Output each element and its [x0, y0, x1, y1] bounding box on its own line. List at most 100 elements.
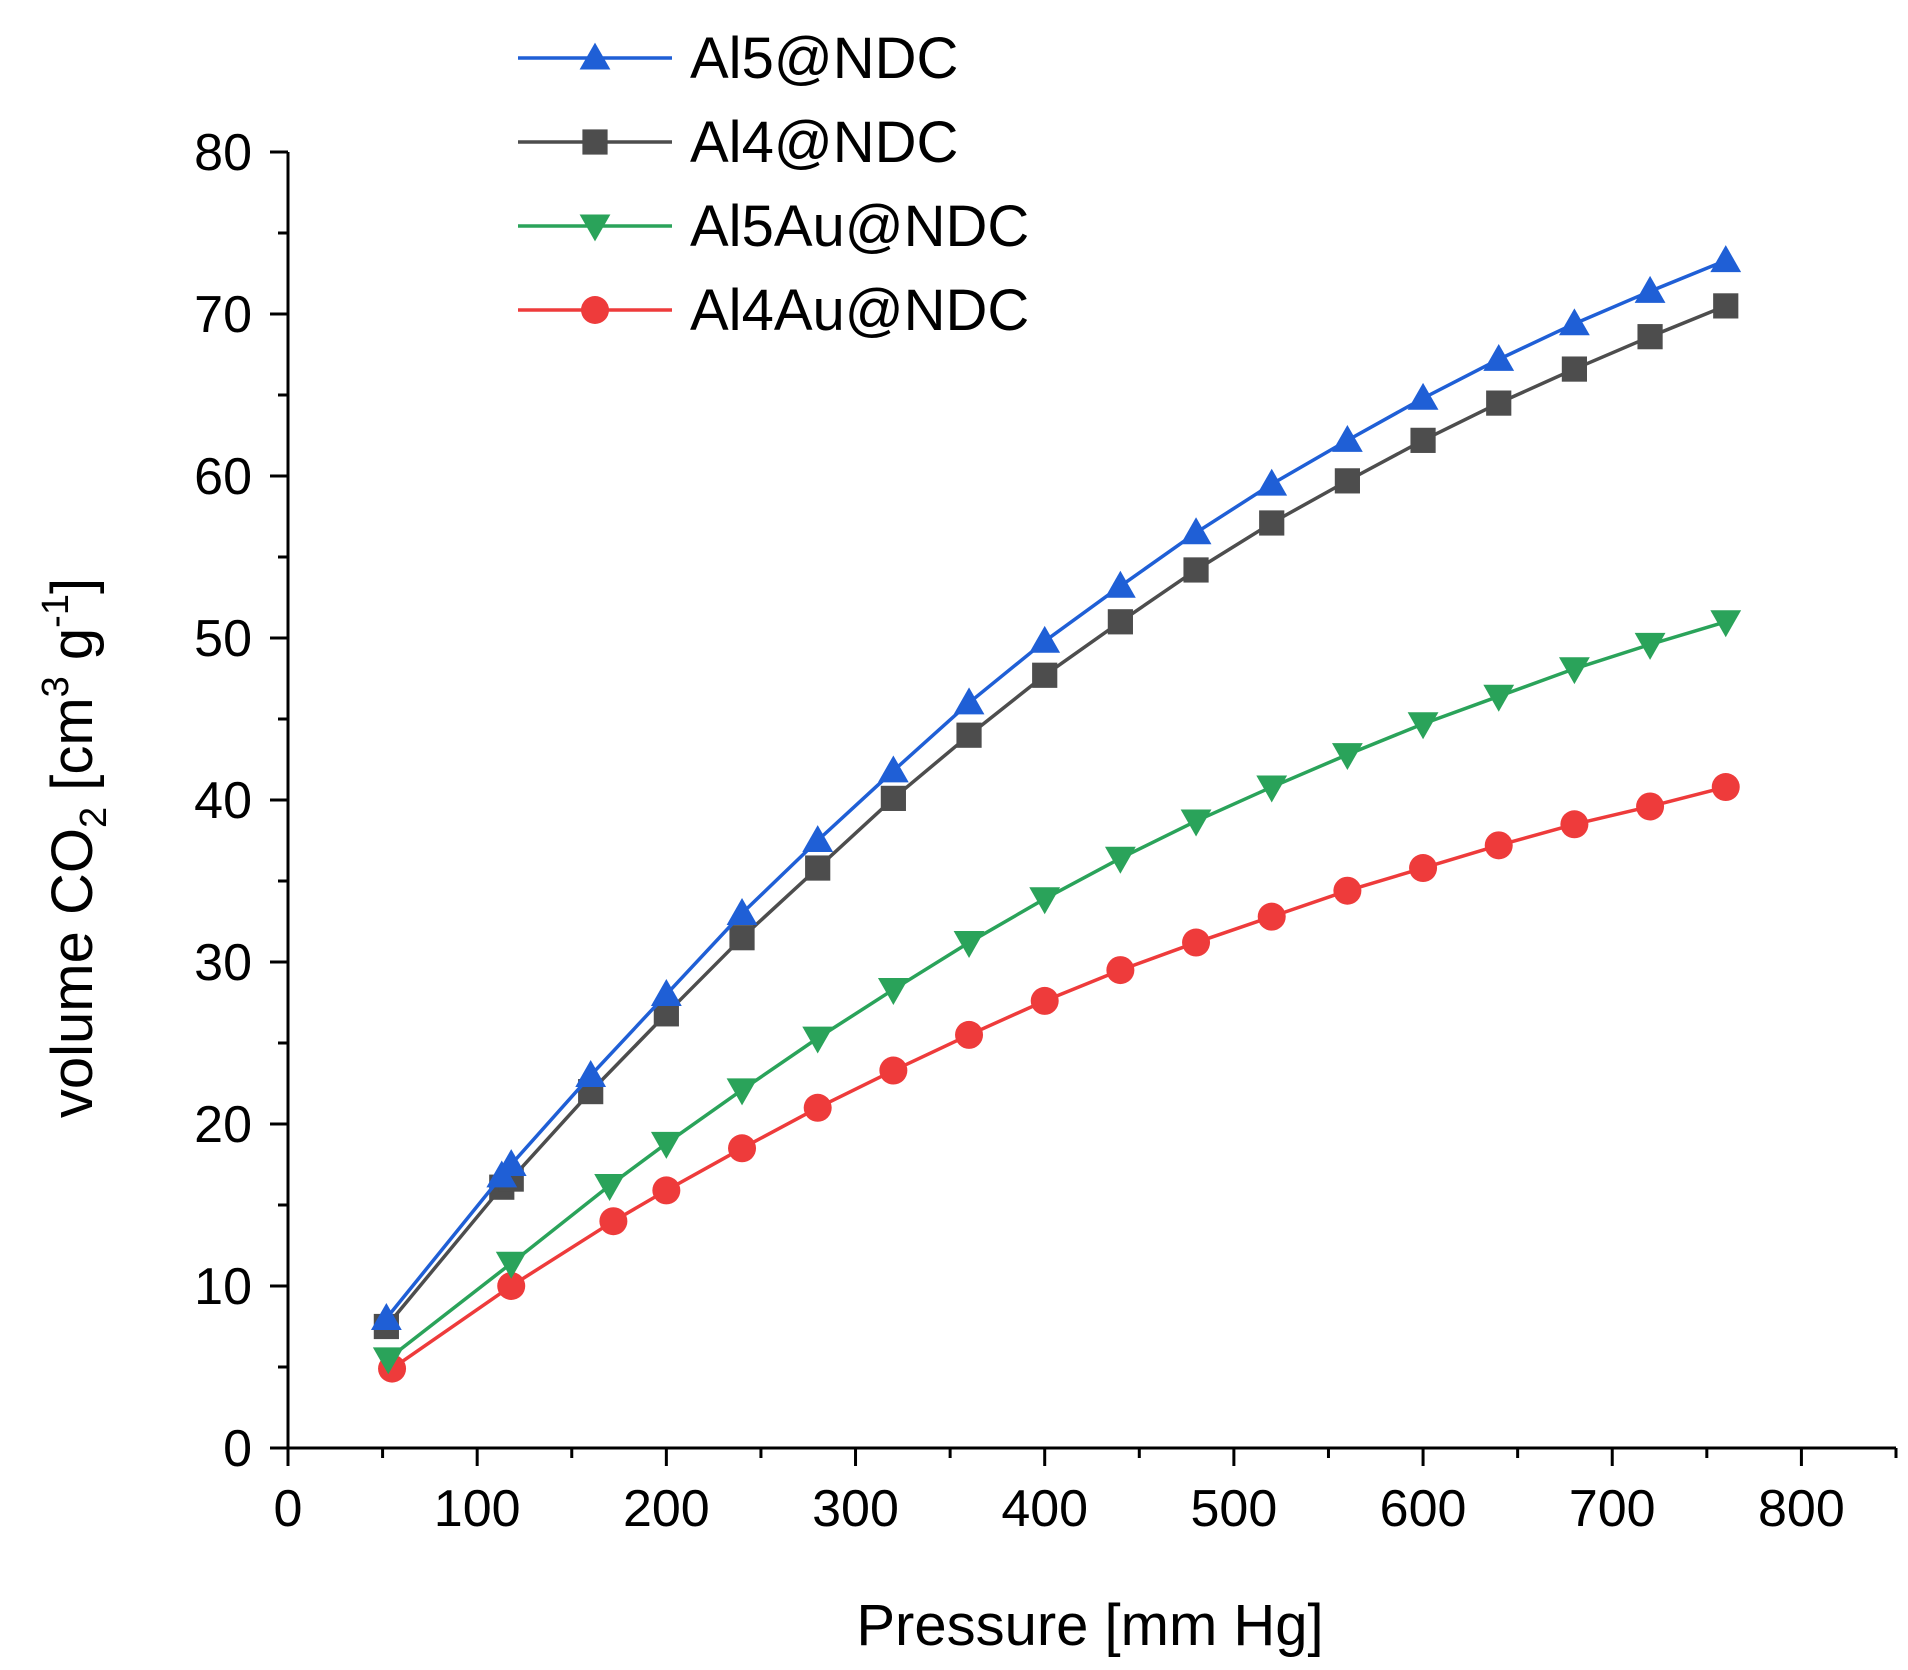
legend-entry: Al4@NDC — [518, 110, 958, 175]
data-point — [1636, 792, 1665, 821]
data-point — [1259, 510, 1285, 536]
data-point — [495, 1149, 527, 1177]
data-point — [1029, 625, 1061, 653]
y-tick-label: 40 — [194, 772, 252, 830]
data-point — [1483, 684, 1515, 712]
data-point — [1486, 390, 1512, 416]
y-tick-label: 50 — [194, 610, 252, 668]
axes: 0 100 200 300 400 500 600 700 800 0 10 20 30 40 50 60 70… — [194, 124, 1898, 1538]
data-point — [1559, 308, 1590, 336]
data-point — [1333, 876, 1362, 905]
data-point — [599, 1207, 628, 1236]
data-point — [1180, 809, 1212, 837]
data-point — [370, 1303, 402, 1330]
data-point — [650, 979, 682, 1006]
data-point — [1030, 986, 1059, 1015]
data-point — [1104, 570, 1136, 598]
legend-entry: Al4Au@NDC — [518, 278, 1029, 343]
legend-marker — [579, 42, 611, 70]
y-tick-label: 60 — [194, 448, 252, 506]
data-point — [1637, 324, 1663, 350]
data-point — [880, 785, 906, 811]
data-point — [728, 1134, 757, 1163]
series-line — [385, 304, 1727, 1328]
data-point — [955, 1020, 984, 1049]
data-point — [1484, 831, 1513, 860]
data-point — [729, 925, 755, 951]
legend: Al5@NDC Al4@NDC Al5Au@NDC Al4Au@NDC — [518, 26, 1029, 343]
data-point — [1559, 657, 1590, 685]
x-tick-label: 100 — [434, 1480, 521, 1538]
data-point — [1334, 468, 1360, 494]
data-point — [1106, 956, 1135, 985]
y-axis-label-mid2: g — [40, 628, 105, 676]
x-tick-label: 200 — [623, 1480, 710, 1538]
legend-entry: Al5@NDC — [518, 26, 958, 91]
data-point — [1711, 773, 1740, 802]
data-point — [802, 1026, 834, 1054]
series-3 — [372, 610, 1742, 1375]
data-point — [1710, 610, 1742, 638]
data-point — [495, 1251, 527, 1279]
x-tick-label: 400 — [1001, 1480, 1088, 1538]
y-axis-label-suffix: ] — [40, 578, 105, 594]
data-point — [1561, 356, 1587, 382]
data-point — [877, 977, 909, 1005]
y-axis-label-sub: 2 — [73, 807, 115, 828]
data-point — [726, 1078, 758, 1106]
y-axis-label-sup1: 3 — [35, 676, 77, 697]
data-point — [1180, 517, 1212, 545]
data-point — [1560, 810, 1589, 839]
series-line — [387, 620, 1727, 1361]
data-point — [726, 898, 758, 925]
y-axis-label: volume CO2 [cm3 g-1] — [35, 578, 115, 1118]
data-point — [1183, 557, 1209, 583]
data-point — [1634, 275, 1666, 303]
data-point — [1104, 846, 1136, 874]
data-point — [594, 1174, 625, 1201]
x-tick-label: 700 — [1569, 1480, 1656, 1538]
x-tick-label: 800 — [1758, 1480, 1845, 1538]
data-point — [1483, 343, 1515, 371]
data-point — [802, 825, 834, 853]
data-point — [879, 1056, 908, 1085]
series-1 — [370, 245, 1742, 1330]
data-point — [956, 722, 982, 748]
x-tick-label: 300 — [812, 1480, 899, 1538]
legend-entry: Al5Au@NDC — [518, 194, 1029, 259]
data-point — [1409, 854, 1438, 883]
data-point — [1256, 775, 1288, 803]
data-point — [1107, 609, 1133, 635]
data-point — [877, 755, 909, 783]
legend-label: Al4Au@NDC — [690, 278, 1029, 343]
data-point — [1029, 887, 1061, 915]
data-point — [1407, 382, 1439, 410]
data-point — [372, 1347, 404, 1375]
y-tick-label: 70 — [194, 286, 252, 344]
data-point — [497, 1272, 526, 1300]
data-point — [1634, 632, 1666, 660]
y-tick-label: 30 — [194, 934, 252, 992]
data-point — [650, 1131, 682, 1159]
data-point — [1182, 928, 1211, 957]
series-2 — [373, 293, 1739, 1340]
data-point — [1257, 902, 1286, 931]
legend-marker — [581, 296, 609, 324]
series-line — [385, 258, 1727, 1320]
x-axis-label: Pressure [mm Hg] — [856, 1593, 1323, 1658]
data-point — [803, 1093, 832, 1122]
legend-marker — [582, 129, 608, 155]
data-point — [1410, 427, 1436, 453]
y-axis-label-mid: [cm — [40, 697, 105, 807]
legend-label: Al5@NDC — [690, 26, 958, 91]
data-point — [1331, 743, 1363, 771]
data-point — [805, 855, 831, 881]
series-layer — [370, 245, 1742, 1383]
x-tick-label: 0 — [274, 1480, 303, 1538]
x-tick-label: 600 — [1380, 1480, 1467, 1538]
data-point — [1256, 468, 1288, 496]
y-tick-label: 10 — [194, 1258, 252, 1316]
data-point — [575, 1060, 607, 1087]
y-tick-label: 80 — [194, 124, 252, 182]
